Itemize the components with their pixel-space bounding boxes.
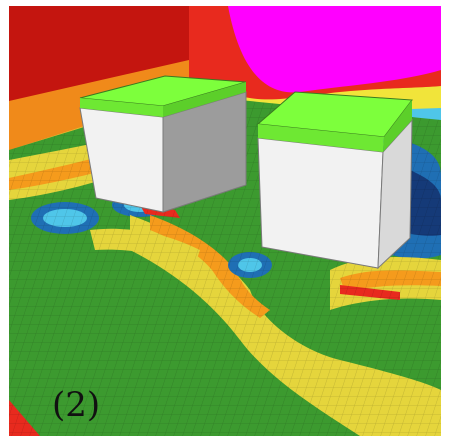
- right-box-top-edge: [258, 124, 384, 152]
- panel-label: (2): [52, 385, 101, 425]
- left-box-top-edge: [80, 98, 163, 117]
- right-box-top-edge-side: [383, 100, 412, 152]
- right-box-front: [257, 137, 384, 269]
- right-box-side: [377, 118, 413, 270]
- left-box-side: [162, 91, 247, 213]
- left-box-top-edge-side: [163, 82, 246, 117]
- right-box: [256, 91, 413, 270]
- left-box: [79, 75, 247, 213]
- magenta-region: [228, 6, 441, 93]
